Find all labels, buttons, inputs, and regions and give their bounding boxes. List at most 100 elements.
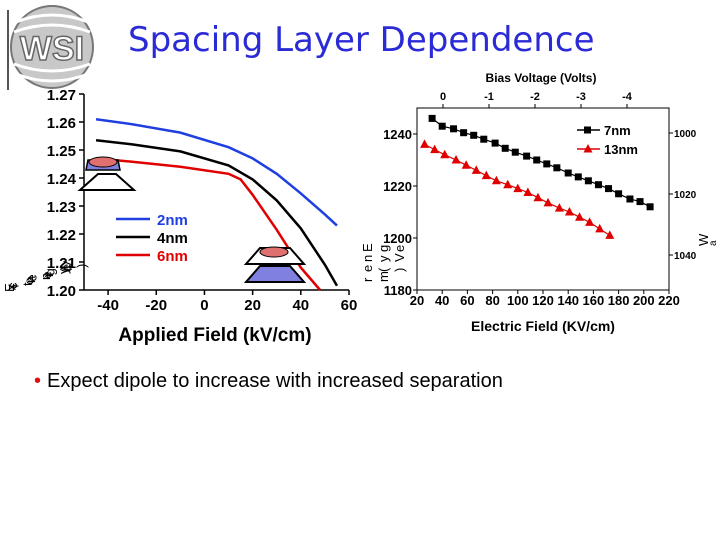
wsi-logo: WSI [2, 2, 96, 90]
left-chart-y-label-fragment: y [56, 267, 71, 274]
right-chart-y-tick-label: 1200 [383, 231, 412, 246]
left-chart-y-label-fragment: g [43, 268, 58, 275]
left-chart-y-tick-label: 1.22 [47, 227, 76, 244]
right-chart-marker-triangle [564, 207, 574, 216]
right-chart-marker-square [564, 169, 572, 177]
right-chart-y-label-fragment: r [360, 277, 375, 282]
right-chart-marker-triangle [430, 144, 440, 154]
right-chart-marker-square [460, 129, 468, 137]
right-chart-y-label-fragment: ( [376, 267, 391, 272]
right-chart-x-tick-label: 160 [583, 293, 605, 308]
right-chart-marker-triangle [605, 230, 615, 239]
right-chart-top-tick-label: 0 [440, 91, 446, 103]
right-chart-y-label-fragment: n [360, 255, 375, 262]
right-chart-right-label-fragment: a [708, 240, 719, 246]
right-chart-marker-square [626, 195, 634, 203]
right-chart-y-label-fragment: y [376, 255, 391, 262]
right-chart-marker-triangle [503, 179, 513, 189]
left-chart-y-label-fragment: e [59, 264, 74, 271]
right-chart-y-tick-label: 1240 [383, 127, 412, 142]
right-chart-marker-square [480, 135, 488, 143]
left-chart-y-tick-label: 1.26 [47, 115, 76, 132]
left-chart-y-tick-label: 1.23 [47, 199, 76, 216]
right-chart-x-tick-label: 220 [658, 293, 680, 308]
left-chart-y-label-fragment: e [25, 274, 40, 281]
left-chart-y-tick-label: 1.24 [47, 171, 77, 188]
right-chart-legend-marker [583, 144, 593, 153]
right-chart-top-tick-label: -2 [530, 91, 540, 103]
right-chart-series-line-7nm [431, 117, 651, 208]
right-chart-marker-triangle [523, 187, 533, 196]
right-chart-y-label-fragment: g [376, 245, 391, 252]
right-chart-marker-square [511, 148, 519, 156]
right-chart-x-axis-label: Electric Field (KV/cm) [471, 318, 615, 334]
left-chart-x-tick-label: 20 [244, 297, 261, 314]
right-chart-marker-triangle [491, 175, 501, 185]
left-chart-x-axis-label: Applied Field (kV/cm) [118, 325, 311, 346]
right-chart-y-tick-label: 1180 [384, 283, 412, 298]
right-chart-marker-square [574, 173, 582, 181]
left-chart-y-tick-label: 1.27 [47, 87, 76, 104]
left-chart-x-tick-label: 0 [200, 297, 208, 314]
right-chart-right-axis-label: Wa [696, 233, 719, 246]
right-chart-x-tick-label: 60 [460, 293, 474, 308]
right-chart-top-tick-label: -1 [484, 91, 494, 103]
right-chart-y-label-fragment: E [360, 243, 375, 252]
right-chart-x-tick-label: 200 [633, 293, 655, 308]
left-chart-y-label-fragment: x [4, 284, 19, 291]
left-chart-axes: 1.20 1.21 1.22 1.23 1.24 1.25 1.26 1.27 -40 -20 0 2… [47, 87, 358, 314]
right-chart-marker-square [533, 156, 541, 164]
right-chart-x-tick-label: 120 [532, 293, 554, 308]
quantum-dot-diagrams [77, 156, 307, 283]
right-chart-marker-triangle [420, 139, 430, 148]
dot-blue-shape-right [243, 265, 307, 283]
right-chart-legend-label: 13nm [604, 142, 638, 157]
left-chart-y-tick-label: 1.21 [47, 255, 76, 272]
right-chart-right-tick-label: 1040 [674, 251, 697, 262]
right-chart-marker-triangle [513, 183, 523, 193]
left-chart-y-tick-label: 1.20 [47, 283, 76, 300]
bullet-text: Expect dipole to increase with increased… [47, 370, 503, 392]
right-chart-y-label-fragment: e [392, 245, 407, 252]
left-chart-x-tick-label: -40 [97, 297, 119, 314]
left-chart-x-tick-label: -20 [145, 297, 167, 314]
right-chart-marker-triangle [481, 170, 491, 180]
right-chart-marker-square [470, 131, 478, 139]
right-chart-marker-square [428, 114, 436, 122]
left-chart-x-tick-label: 60 [341, 297, 358, 314]
right-chart-legend-marker [584, 126, 591, 134]
right-chart-series [420, 114, 654, 239]
right-chart-right-label-fragment: W [696, 233, 711, 246]
left-chart-legend-label: 4nm [157, 230, 188, 247]
right-chart-marker-triangle [471, 165, 481, 174]
dot-pink-shape-left [88, 156, 118, 168]
right-chart-marker-square [615, 190, 623, 198]
right-chart-marker-square [491, 139, 499, 147]
right-chart-marker-triangle [451, 155, 461, 164]
left-chart-y-label-fragment: n [23, 276, 38, 283]
right-chart-x-tick-label: 20 [410, 293, 424, 308]
left-chart-series-line-2nm [95, 117, 338, 227]
left-chart-legend-label: 2nm [157, 212, 188, 229]
right-chart-marker-triangle [575, 212, 585, 221]
right-chart-x-tick-label: 40 [435, 293, 449, 308]
left-chart-y-label-fragment: i [7, 285, 22, 288]
logo-text: WSI [20, 30, 84, 68]
right-chart-top-axis-label: Bias Voltage (Volts) [486, 71, 597, 85]
left-chart-y-label-fragment: o [22, 277, 37, 284]
left-chart-y-label-fragment: e [40, 271, 55, 278]
left-chart-x-tick-label: 40 [292, 297, 309, 314]
right-chart-marker-triangle [585, 217, 595, 226]
right-chart-y-label-fragment: m [376, 271, 391, 282]
right-chart-marker-triangle [554, 203, 564, 212]
right-chart-marker-triangle [440, 149, 450, 159]
right-chart-x-tick-label: 80 [485, 293, 499, 308]
right-chart-marker-triangle [461, 160, 471, 169]
right-chart-marker-triangle [595, 223, 605, 233]
left-chart-y-label-fragment: E [2, 283, 17, 292]
